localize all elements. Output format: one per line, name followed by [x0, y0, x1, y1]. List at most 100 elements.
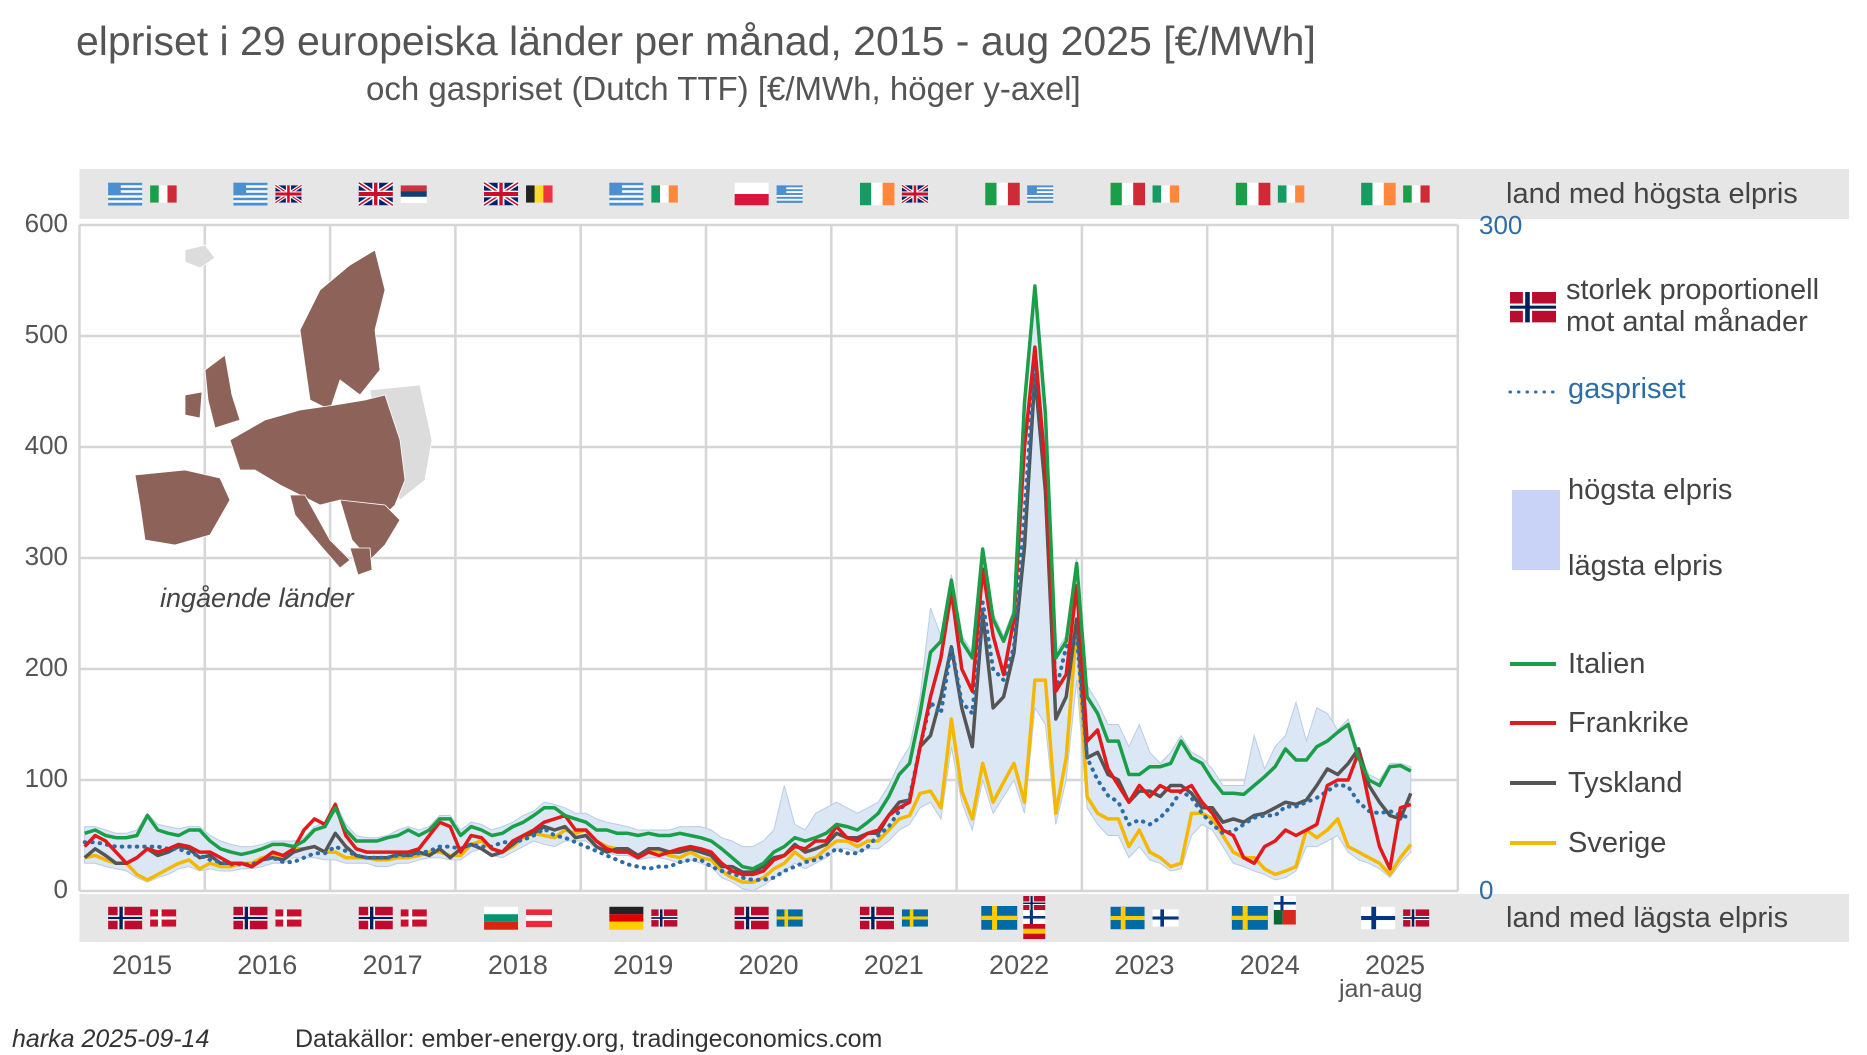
map-italy: [289, 494, 351, 569]
flag-part: [609, 182, 622, 196]
flag-part: [275, 916, 302, 920]
flag-part: [660, 185, 669, 203]
flag-part: [901, 192, 928, 196]
flag-part: [108, 182, 143, 186]
y-right-tick-0: 0: [1479, 875, 1494, 905]
highest-price-flags: [1361, 182, 1430, 206]
y-tick-100: 100: [24, 763, 68, 793]
flag-part: [108, 182, 121, 196]
highest-price-flags: [609, 182, 678, 206]
x-tick-label: 2025: [1364, 950, 1426, 980]
flag-part: [1007, 182, 1020, 206]
lowest-price-flags: [609, 906, 678, 930]
lowest-price-flags: [1110, 906, 1179, 930]
flag-part: [1361, 915, 1396, 921]
flag-se-icon: [1231, 906, 1268, 930]
flag-part: [1420, 185, 1430, 203]
flag-ie-icon: [1361, 182, 1396, 206]
flag-part: [484, 921, 519, 930]
flag-gr-icon: [108, 182, 143, 206]
y-right-tick-300: 300: [1479, 210, 1523, 240]
legend-flag-note-1: storlek proportionell: [1566, 274, 1820, 306]
legend-sweden: Sverige: [1568, 827, 1667, 859]
flag-part: [108, 190, 143, 194]
flag-it-icon: [150, 185, 177, 203]
flag-part: [609, 192, 644, 196]
flag-se-icon: [776, 909, 803, 927]
x-tick-label: 2017: [362, 950, 423, 980]
lowest-price-flags: [1231, 896, 1296, 930]
flag-part: [1273, 910, 1283, 925]
flag-be-icon: [526, 185, 553, 203]
flag-part: [526, 185, 535, 203]
flag-ie-icon: [651, 185, 678, 203]
flag-part: [108, 916, 143, 920]
y-tick-200: 200: [24, 652, 68, 682]
flag-part: [358, 191, 393, 197]
flag-dk-icon: [150, 909, 177, 927]
flag-part: [1295, 185, 1305, 203]
flag-part: [400, 191, 427, 197]
flag-part: [1027, 189, 1054, 192]
lowest-price-flags: [484, 906, 553, 930]
flag-uk-icon: [357, 180, 394, 208]
highest-price-flags: [482, 180, 553, 208]
flag-part: [1110, 182, 1122, 206]
flag-no-icon: [1023, 896, 1046, 911]
legend-italy: Italien: [1568, 648, 1646, 680]
legend-france: Frankrike: [1568, 707, 1689, 739]
flag-part: [484, 914, 519, 922]
flag-part: [1110, 915, 1145, 921]
flag-no-icon: [233, 906, 268, 930]
europe-map: [134, 244, 433, 576]
flag-part: [1383, 182, 1396, 206]
flag-part: [358, 916, 393, 920]
flag-uk-icon: [482, 180, 520, 208]
lowest-price-flags: [108, 906, 177, 930]
highest-price-flags: [108, 182, 177, 206]
flag-part: [776, 916, 803, 920]
flag-part: [609, 190, 644, 194]
flag-part: [1133, 182, 1146, 206]
legend-germany: Tyskland: [1568, 767, 1683, 799]
y-tick-400: 400: [24, 430, 68, 460]
flag-gr-icon: [233, 182, 268, 206]
flag-part: [776, 194, 803, 198]
flag-part: [734, 194, 769, 206]
flag-part: [859, 916, 894, 920]
flag-no-icon: [734, 906, 769, 930]
flag-se-icon: [981, 906, 1018, 930]
flag-part: [158, 185, 168, 203]
flag-part: [996, 182, 1008, 206]
flag-ie-icon: [859, 182, 895, 206]
flag-part: [1411, 185, 1421, 203]
flag-part: [233, 182, 247, 196]
flag-part: [526, 909, 553, 916]
flag-part: [484, 906, 519, 915]
flag-part: [776, 189, 803, 192]
flag-part: [1161, 185, 1170, 203]
flag-part: [859, 182, 872, 206]
flag-part: [776, 200, 803, 203]
flag-uk-icon: [901, 183, 929, 205]
flag-part: [400, 185, 427, 192]
highest-price-flags: [1110, 182, 1180, 206]
flag-part: [609, 197, 644, 201]
x-tick-label: 2022: [989, 950, 1050, 980]
flag-no-icon: [1403, 909, 1430, 927]
flag-pt-icon: [1273, 910, 1296, 925]
flag-part: [1027, 193, 1054, 196]
flag-part: [1027, 185, 1037, 195]
flag-part: [1023, 928, 1046, 934]
flag-no-icon: [108, 906, 143, 930]
flag-part: [400, 196, 427, 204]
flag-part: [1258, 182, 1271, 206]
flag-part: [167, 185, 177, 203]
map-label: ingående länder: [160, 583, 354, 613]
flag-part: [1152, 185, 1162, 203]
y-tick-0: 0: [53, 874, 68, 904]
flag-part: [1027, 198, 1054, 201]
lowest-price-flags: [859, 906, 928, 930]
flag-pl-icon: [734, 182, 769, 206]
flag-fi-icon: [1273, 896, 1296, 911]
